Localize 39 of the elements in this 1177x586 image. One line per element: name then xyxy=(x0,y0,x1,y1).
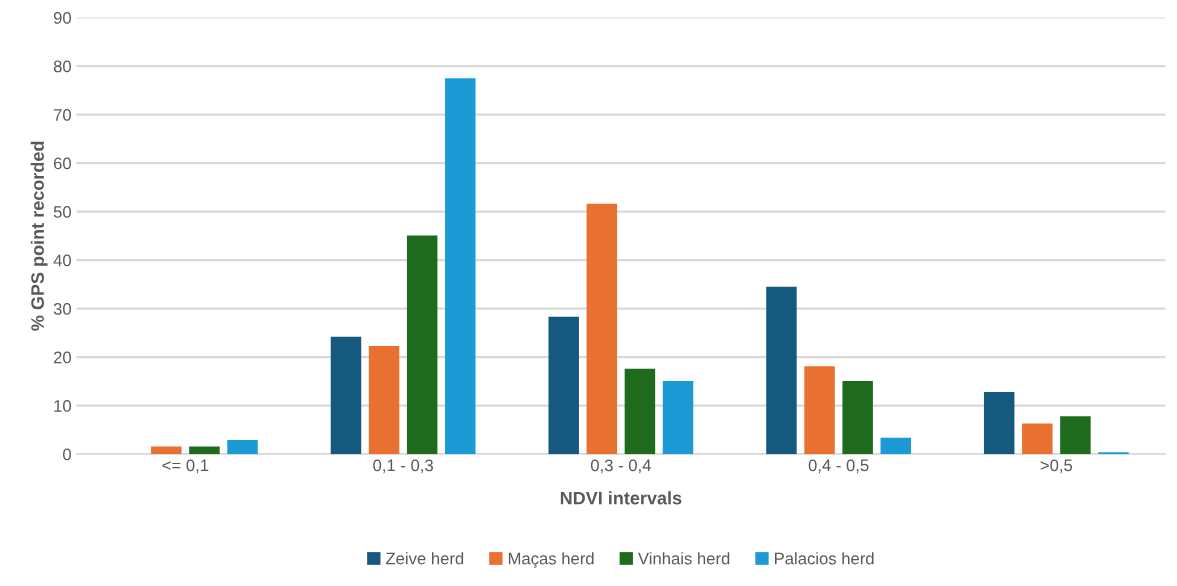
bar xyxy=(1060,416,1091,455)
bar xyxy=(445,78,476,455)
y-tick-label: 50 xyxy=(53,206,71,218)
y-axis-title: % GPS point recorded xyxy=(30,141,48,331)
y-tick-label: 20 xyxy=(53,351,71,364)
y-tick-label: 70 xyxy=(53,109,71,121)
bar xyxy=(548,316,579,455)
bar xyxy=(189,446,220,455)
x-tick-label: 0,4 - 0,5 xyxy=(808,459,869,474)
legend-label: Zeive herd xyxy=(385,552,464,565)
x-axis-title: NDVI intervals xyxy=(560,491,682,505)
bar xyxy=(662,380,694,455)
bar xyxy=(766,286,797,455)
bar xyxy=(842,380,873,455)
legend-label: Vinhais herd xyxy=(638,552,730,565)
y-tick-label: 90 xyxy=(53,11,71,24)
bar xyxy=(624,368,656,455)
x-tick-label: 0,1 - 0,3 xyxy=(373,459,433,474)
bar xyxy=(1022,423,1053,455)
y-tick-label: 0 xyxy=(63,448,71,461)
x-tick-label: <= 0,1 xyxy=(162,459,209,474)
bar xyxy=(406,235,438,455)
bar xyxy=(804,366,835,455)
bar xyxy=(368,345,400,455)
x-tick-label: 0,3 - 0,4 xyxy=(590,459,651,474)
y-tick-label: 40 xyxy=(53,254,71,267)
y-tick-label: 10 xyxy=(54,400,71,412)
legend-label: Palacios herd xyxy=(774,552,874,565)
x-tick-label: >0,5 xyxy=(1040,459,1073,474)
y-tick-label: 60 xyxy=(53,157,71,170)
y-tick-label: 80 xyxy=(53,60,71,73)
legend-label: Maças herd xyxy=(508,552,594,568)
bar xyxy=(880,437,912,455)
y-tick-label: 30 xyxy=(53,303,71,315)
bar xyxy=(227,440,258,455)
bar xyxy=(983,392,1015,455)
bar xyxy=(151,446,182,455)
bar xyxy=(330,336,362,455)
bar xyxy=(586,203,618,455)
